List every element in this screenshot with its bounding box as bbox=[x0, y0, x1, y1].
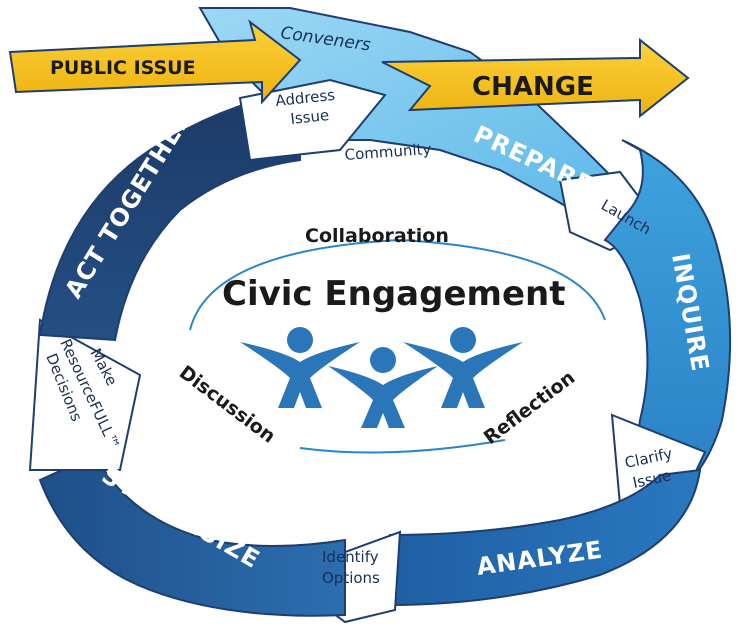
person-center-icon bbox=[328, 347, 438, 428]
change-arrow bbox=[381, 37, 690, 119]
person-right-icon bbox=[403, 327, 523, 408]
people-figures bbox=[240, 327, 523, 428]
address-arrow-tip bbox=[238, 78, 387, 162]
reflection-label: Reflection bbox=[480, 366, 579, 449]
community-label: Community bbox=[344, 140, 432, 164]
public-issue-label: PUBLIC ISSUE bbox=[50, 57, 196, 79]
civic-engagement-title: Civic Engagement bbox=[222, 274, 565, 314]
synthesize-segment bbox=[38, 453, 346, 617]
person-left-icon bbox=[240, 327, 360, 408]
analyze-segment bbox=[389, 468, 702, 607]
decisions-arrow-tip bbox=[28, 318, 142, 471]
collaboration-label: Collaboration bbox=[305, 225, 449, 247]
identify-label-line1: Identify bbox=[322, 548, 379, 566]
inner-arc-top bbox=[189, 238, 606, 331]
address-label-line2: Issue bbox=[290, 106, 330, 128]
inner-arc-bottom bbox=[299, 439, 506, 454]
discussion-label: Discussion bbox=[175, 361, 279, 447]
public-issue-arrow bbox=[8, 19, 302, 105]
change-label: CHANGE bbox=[472, 72, 594, 102]
identify-label-line2: Options bbox=[322, 569, 380, 587]
